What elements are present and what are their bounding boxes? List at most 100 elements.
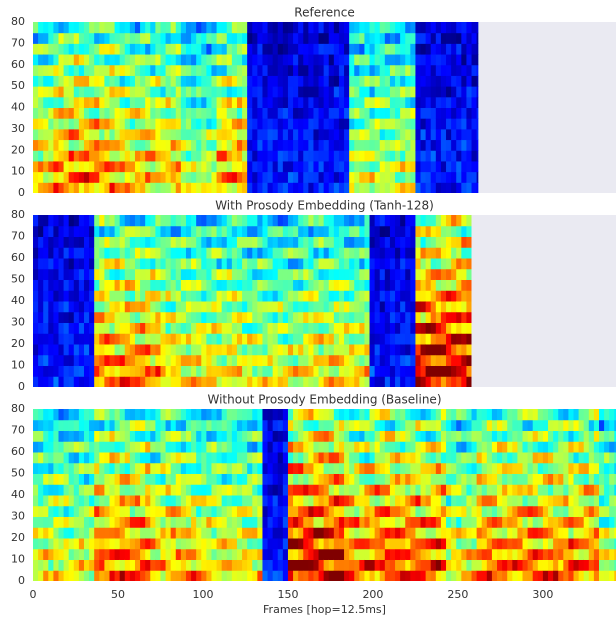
texture-cell <box>140 161 146 172</box>
texture-cell <box>135 237 141 248</box>
texture-cell <box>33 538 39 549</box>
texture-cell <box>201 549 207 560</box>
texture-cell <box>232 484 238 495</box>
texture-cell <box>405 549 411 560</box>
texture-cell <box>79 517 85 528</box>
texture-cell <box>64 560 70 571</box>
texture-cell <box>196 161 202 172</box>
texture-cell <box>53 527 59 538</box>
texture-cell <box>324 560 330 571</box>
texture-cell <box>160 269 166 280</box>
texture-cell <box>201 323 207 334</box>
texture-cell <box>79 75 85 86</box>
texture-cell <box>329 118 335 129</box>
texture-cell <box>329 495 335 506</box>
texture-cell <box>426 226 432 237</box>
texture-cell <box>206 140 212 151</box>
texture-cell <box>69 560 75 571</box>
texture-cell <box>201 290 207 301</box>
texture-cell <box>375 290 381 301</box>
texture-cell <box>466 344 472 355</box>
texture-cell <box>58 409 64 420</box>
texture-cell <box>354 258 360 269</box>
texture-cell <box>334 290 340 301</box>
texture-cell <box>466 409 472 420</box>
texture-cell <box>400 312 406 323</box>
texture-cell <box>334 33 340 44</box>
texture-cell <box>150 140 156 151</box>
texture-cell <box>308 65 314 76</box>
texture-cell <box>410 54 416 65</box>
texture-cell <box>436 344 442 355</box>
texture-cell <box>232 280 238 291</box>
texture-cell <box>288 538 294 549</box>
texture-cell <box>115 97 121 108</box>
y-tick-label: 10 <box>11 359 25 372</box>
texture-cell <box>115 108 121 119</box>
texture-cell <box>58 366 64 377</box>
texture-cell <box>359 75 365 86</box>
texture-cell <box>426 65 432 76</box>
texture-cell <box>104 22 110 33</box>
texture-cell <box>217 22 223 33</box>
texture-cell <box>405 420 411 431</box>
texture-cell <box>130 366 136 377</box>
texture-cell <box>120 323 126 334</box>
texture-cell <box>548 570 554 581</box>
y-tick-label: 40 <box>11 294 25 307</box>
texture-cell <box>38 527 44 538</box>
texture-cell <box>237 538 243 549</box>
texture-cell <box>472 140 478 151</box>
texture-cell <box>33 237 39 248</box>
texture-cell <box>288 247 294 258</box>
texture-cell <box>405 22 411 33</box>
texture-cell <box>58 75 64 86</box>
texture-cell <box>364 161 370 172</box>
texture-cell <box>400 344 406 355</box>
texture-cell <box>344 441 350 452</box>
texture-cell <box>115 452 121 463</box>
texture-cell <box>89 258 95 269</box>
texture-cell <box>84 118 90 129</box>
texture-cell <box>558 474 564 485</box>
texture-cell <box>99 108 105 119</box>
texture-cell <box>344 333 350 344</box>
texture-cell <box>176 463 182 474</box>
texture-cell <box>242 118 248 129</box>
texture-cell <box>507 538 513 549</box>
texture-cell <box>278 527 284 538</box>
texture-cell <box>196 560 202 571</box>
texture-cell <box>298 182 304 193</box>
texture-cell <box>104 344 110 355</box>
texture-cell <box>140 258 146 269</box>
texture-cell <box>217 527 223 538</box>
texture-cell <box>58 301 64 312</box>
texture-cell <box>472 570 478 581</box>
texture-cell <box>247 366 253 377</box>
texture-cell <box>349 215 355 226</box>
texture-cell <box>74 376 80 387</box>
texture-cell <box>171 463 177 474</box>
texture-cell <box>125 150 131 161</box>
texture-cell <box>405 215 411 226</box>
texture-cell <box>176 570 182 581</box>
texture-cell <box>99 452 105 463</box>
texture-cell <box>53 129 59 140</box>
texture-cell <box>84 269 90 280</box>
texture-cell <box>472 538 478 549</box>
texture-cell <box>145 140 151 151</box>
texture-cell <box>278 140 284 151</box>
texture-cell <box>308 108 314 119</box>
texture-cell <box>227 215 233 226</box>
texture-cell <box>171 226 177 237</box>
texture-cell <box>109 65 115 76</box>
texture-cell <box>288 527 294 538</box>
texture-cell <box>431 420 437 431</box>
texture-cell <box>477 441 483 452</box>
texture-cell <box>400 226 406 237</box>
texture-cell <box>222 161 228 172</box>
texture-cell <box>344 43 350 54</box>
texture-cell <box>53 226 59 237</box>
texture-cell <box>472 43 478 54</box>
texture-cell <box>125 355 131 366</box>
